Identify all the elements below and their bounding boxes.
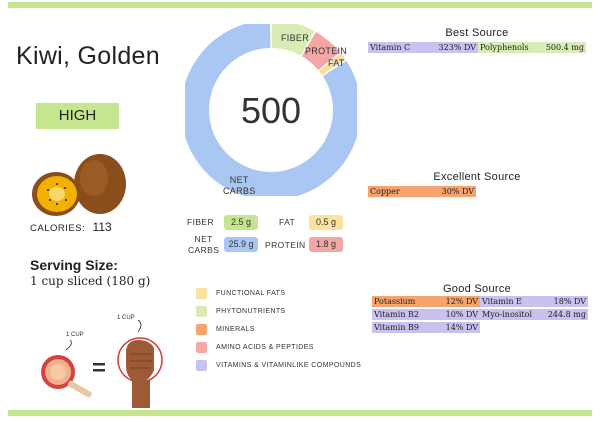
- item-name: Vitamin C: [370, 43, 411, 52]
- legend-label: FUNCTIONAL FATS: [216, 289, 286, 297]
- legend-item: AMINO ACIDS & PEPTIDES: [196, 340, 314, 354]
- good-source-heading: Good Source: [442, 283, 512, 295]
- good-source-item: Vitamin B9 14% DV: [372, 322, 480, 333]
- item-name: Polyphenols: [480, 43, 529, 52]
- good-source-item: Potassium 12% DV: [372, 296, 480, 307]
- legend-item: MINERALS: [196, 322, 255, 336]
- serving-illustration: 1 CUP 1 CUP: [30, 310, 180, 408]
- item-value: 500.4 mg: [545, 43, 584, 52]
- item-value: 18% DV: [553, 297, 586, 306]
- legend-swatch: [196, 359, 207, 371]
- good-source-row: Potassium 12% DV Vitamin E 18% DV: [372, 296, 588, 307]
- macro-net-label: NET: [194, 234, 213, 244]
- food-title: Kiwi, Golden: [16, 42, 160, 70]
- serving-size-value: 1 cup sliced (180 g): [30, 274, 151, 288]
- best-source-row: Vitamin C 323% DV Polyphenols 500.4 mg: [368, 42, 586, 53]
- donut-segment-fat: [319, 53, 346, 76]
- legend-swatch: [196, 323, 207, 335]
- donut-label-fiber: FIBER: [281, 33, 310, 43]
- legend-label: PHYTONUTRIENTS: [216, 307, 286, 315]
- legend-swatch: [196, 305, 207, 317]
- macro-protein-value: 1.8 g: [309, 237, 343, 252]
- best-source-heading: Best Source: [445, 27, 509, 39]
- legend-label: VITAMINS & VITAMINLIKE COMPOUNDS: [216, 361, 362, 369]
- item-value: 10% DV: [445, 310, 478, 319]
- donut-label-net: NET: [229, 175, 249, 185]
- good-source-item: Myo-inositol 244.8 mg: [480, 309, 588, 320]
- legend-swatch: [196, 341, 207, 353]
- nutrition-score: 500: [240, 90, 302, 131]
- donut-label-net-carbs: NET CARBS: [223, 175, 256, 197]
- excellent-source-heading: Excellent Source: [433, 171, 521, 183]
- calories-value: 113: [92, 220, 112, 234]
- macro-protein-label: PROTEIN: [265, 240, 306, 250]
- best-source-item: Polyphenols 500.4 mg: [478, 42, 586, 53]
- item-value: 244.8 mg: [547, 310, 586, 319]
- macro-donut-chart: [185, 24, 357, 196]
- macro-net-carbs-label: NET CARBS: [188, 234, 219, 256]
- macro-carbs-label: CARBS: [188, 245, 220, 255]
- item-name: Vitamin B2: [374, 310, 419, 319]
- legend-swatch: [196, 287, 207, 299]
- good-source-item: Vitamin E 18% DV: [480, 296, 588, 307]
- legend-label: MINERALS: [216, 325, 255, 333]
- item-name: Potassium: [374, 297, 416, 306]
- cup-label: 1 CUP: [66, 332, 84, 338]
- legend-item: VITAMINS & VITAMINLIKE COMPOUNDS: [196, 358, 361, 372]
- macro-fiber-value: 2.5 g: [224, 215, 258, 230]
- item-name: Myo-inositol: [482, 310, 533, 319]
- item-value: 323% DV: [438, 43, 476, 52]
- item-name: Vitamin E: [482, 297, 522, 306]
- good-source-row: Vitamin B9 14% DV: [372, 322, 588, 333]
- excellent-source-row: Copper 30% DV: [368, 186, 478, 197]
- item-name: Vitamin B9: [374, 323, 419, 332]
- best-source-item: Vitamin C 323% DV: [368, 42, 478, 53]
- macro-fat-label: FAT: [279, 217, 296, 227]
- macro-fiber-label: FIBER: [187, 217, 215, 227]
- top-band: [8, 2, 592, 8]
- nutrient-level-badge: HIGH: [36, 103, 119, 129]
- item-value: 12% DV: [445, 297, 478, 306]
- macro-net-carbs-value: 25.9 g: [224, 237, 258, 252]
- good-source-table: Potassium 12% DV Vitamin E 18% DV Vitami…: [372, 296, 588, 333]
- excellent-source-item: Copper 30% DV: [368, 186, 476, 197]
- donut-label-carbs: CARBS: [223, 186, 256, 196]
- legend-item: FUNCTIONAL FATS: [196, 286, 285, 300]
- golden-kiwi-image: [32, 154, 126, 216]
- good-source-item: Vitamin B2 10% DV: [372, 309, 480, 320]
- item-value: 30% DV: [441, 187, 474, 196]
- serving-size-title: Serving Size:: [30, 257, 118, 273]
- calories-label: CALORIES:: [30, 223, 86, 234]
- donut-label-fat: FAT: [328, 58, 345, 68]
- donut-segment-net-carbs: [185, 24, 357, 196]
- calories-line: CALORIES: 113: [30, 220, 112, 234]
- cup-and-fist-graphic: [41, 319, 163, 408]
- bottom-band: [8, 410, 592, 416]
- item-name: Copper: [370, 187, 400, 196]
- donut-segment-protein: [301, 31, 340, 71]
- donut-label-protein: PROTEIN: [305, 46, 348, 56]
- legend-item: PHYTONUTRIENTS: [196, 304, 286, 318]
- legend-label: AMINO ACIDS & PEPTIDES: [216, 343, 314, 351]
- macro-fat-value: 0.5 g: [309, 215, 343, 230]
- donut-segment-fiber: [271, 24, 315, 56]
- fist-label: 1 CUP: [117, 315, 135, 321]
- item-value: 14% DV: [445, 323, 478, 332]
- good-source-row: Vitamin B2 10% DV Myo-inositol 244.8 mg: [372, 309, 588, 320]
